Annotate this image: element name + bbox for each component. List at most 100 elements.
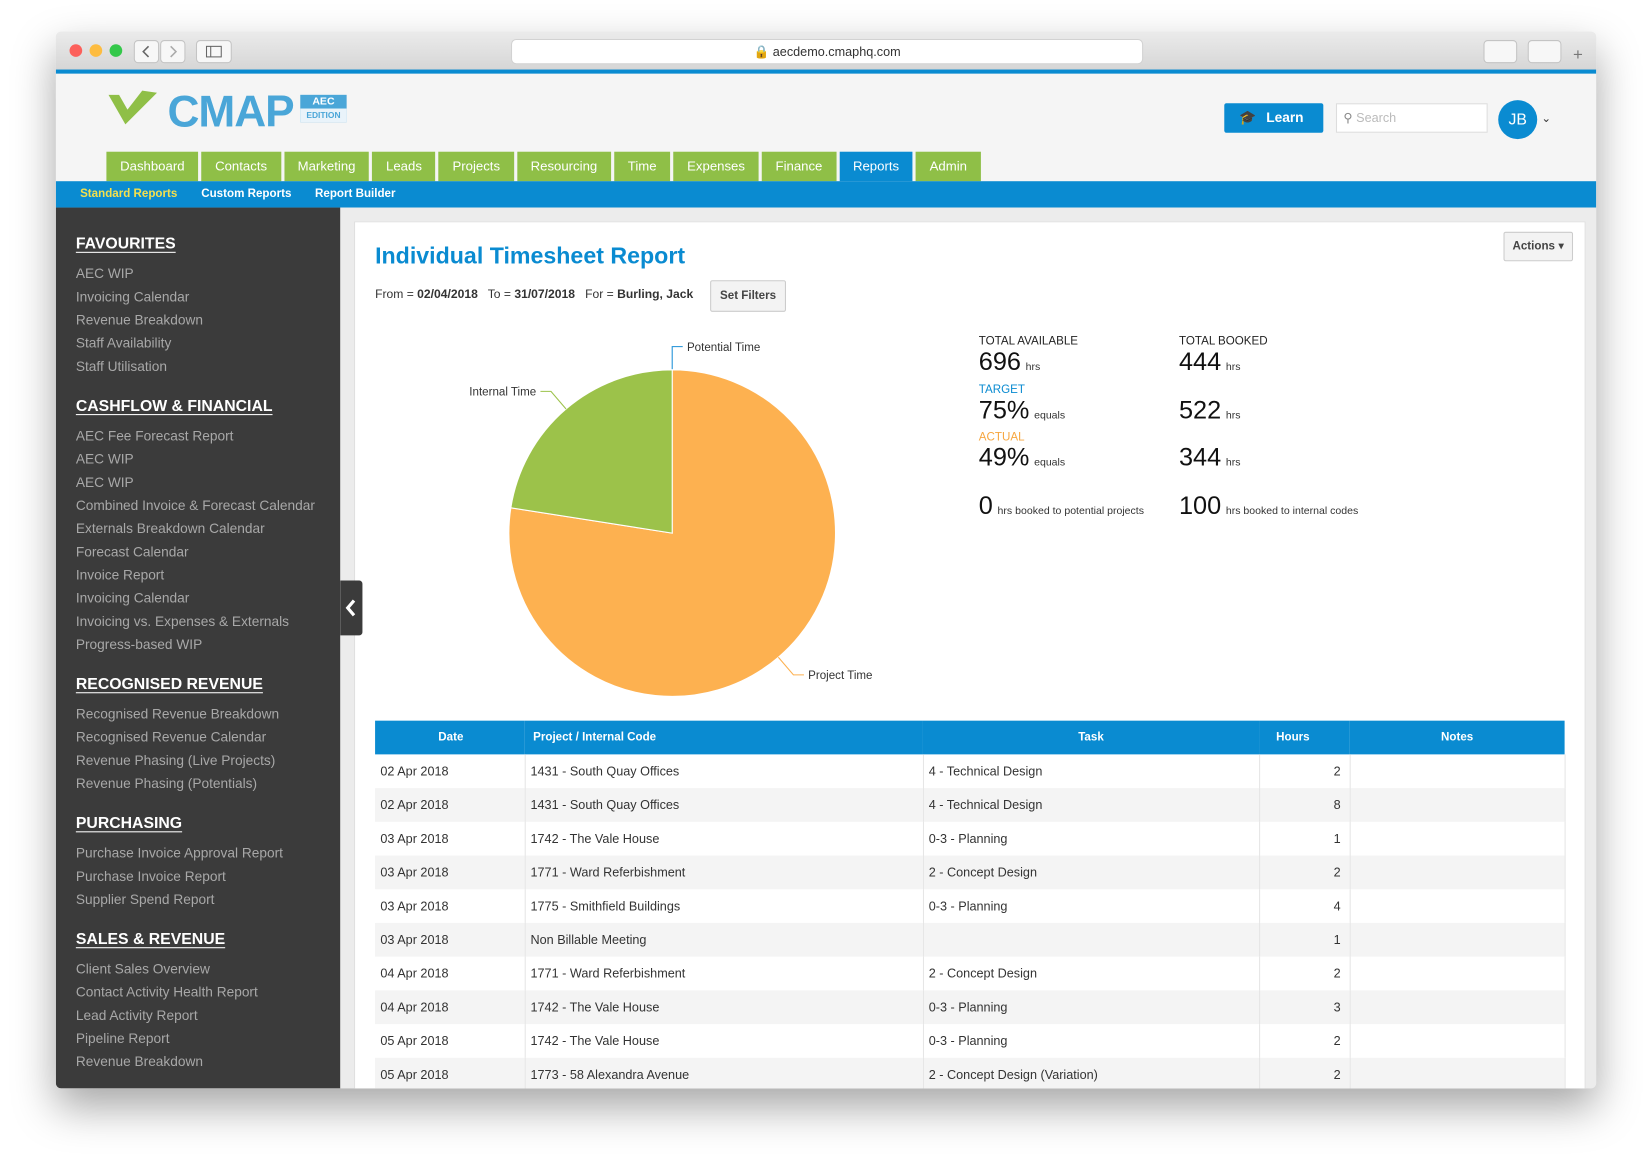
table-cell: 2 bbox=[1259, 855, 1351, 890]
collapse-icon bbox=[345, 599, 356, 617]
nav-tab[interactable]: Leads bbox=[372, 151, 436, 182]
zoom-button[interactable] bbox=[109, 44, 123, 57]
sidebar-button[interactable] bbox=[195, 40, 232, 64]
sidebar-link[interactable]: Recognised Revenue Breakdown bbox=[75, 705, 280, 722]
stat-label: TOTAL AVAILABLE bbox=[978, 335, 1078, 348]
sidebar-link[interactable]: Staff Availability bbox=[75, 335, 172, 351]
sub-nav-item[interactable]: Report Builder bbox=[315, 187, 396, 201]
search-placeholder: Search bbox=[1356, 110, 1397, 126]
sidebar-link[interactable]: Pipeline Report bbox=[75, 1030, 170, 1047]
sidebar-link[interactable]: Revenue Breakdown bbox=[75, 1053, 204, 1070]
avatar[interactable]: JB bbox=[1498, 100, 1538, 140]
table-cell bbox=[1349, 788, 1566, 822]
back-button[interactable] bbox=[133, 40, 160, 64]
learn-button[interactable]: 🎓 Learn bbox=[1224, 103, 1324, 133]
table-cell: 3 bbox=[1259, 990, 1351, 1025]
learn-icon: 🎓 bbox=[1239, 109, 1257, 126]
sidebar-link[interactable]: AEC Fee Forecast Report bbox=[75, 427, 234, 444]
table-cell bbox=[1349, 956, 1566, 991]
nav-tab[interactable]: Admin bbox=[915, 151, 981, 182]
to-value: 31/07/2018 bbox=[514, 288, 575, 302]
stat: 49% equals bbox=[979, 444, 1065, 474]
sidebar-link[interactable]: AEC WIP bbox=[75, 474, 134, 490]
sidebar-link[interactable]: Purchase Invoice Approval Report bbox=[75, 844, 283, 861]
actions-button[interactable]: Actions ▾ bbox=[1503, 231, 1574, 262]
nav-tab[interactable]: Resourcing bbox=[516, 151, 611, 182]
minimize-button[interactable] bbox=[89, 44, 103, 57]
search-box[interactable]: ⚲ Search bbox=[1335, 103, 1488, 133]
sidebar-link[interactable]: Invoicing Calendar bbox=[75, 590, 190, 606]
sidebar-link[interactable]: Contact Activity Health Report bbox=[75, 984, 258, 1000]
table-cell: 1742 - The Vale House bbox=[524, 821, 924, 856]
sidebar-link[interactable]: Revenue Phasing (Potentials) bbox=[75, 775, 258, 792]
table-cell: 1 bbox=[1259, 922, 1351, 957]
sidebar-link[interactable]: Recognised Revenue Calendar bbox=[75, 729, 267, 745]
avatar-caret[interactable]: ⌄ bbox=[1541, 112, 1552, 126]
set-filters-button[interactable]: Set Filters bbox=[710, 280, 786, 312]
sidebar-link[interactable]: Externals Breakdown Calendar bbox=[75, 520, 265, 537]
table-header: Date Project / Internal Code Task Hours Note… bbox=[375, 720, 1565, 755]
nav-tab[interactable]: Reports bbox=[839, 151, 913, 182]
sidebar-link[interactable]: Revenue Breakdown bbox=[75, 311, 204, 328]
slice-label: Project Time bbox=[808, 670, 872, 682]
stat-value: 75% bbox=[978, 396, 1030, 425]
sidebar-link[interactable]: Client Sales Overview bbox=[75, 960, 210, 977]
sub-nav-item[interactable]: Custom Reports bbox=[201, 187, 292, 201]
tabs-button[interactable] bbox=[1527, 40, 1562, 64]
sidebar-link[interactable]: Staff Utilisation bbox=[75, 358, 167, 375]
table-row: 05 Apr 2018 1742 - The Vale House 0-3 - Pl… bbox=[375, 1024, 1566, 1058]
table-cell: 03 Apr 2018 bbox=[375, 855, 526, 890]
sidebar-link[interactable]: AEC WIP bbox=[75, 265, 134, 282]
table-cell: 2 bbox=[1259, 1024, 1351, 1058]
sidebar-link[interactable]: Lead Activity Report bbox=[75, 1007, 198, 1024]
table-body: 02 Apr 2018 1431 - South Quay Offices 4 - … bbox=[375, 754, 1566, 1089]
stat-value: 100 bbox=[1178, 492, 1222, 521]
nav-tab[interactable]: Time bbox=[614, 151, 671, 182]
table-cell: 05 Apr 2018 bbox=[375, 1057, 526, 1089]
stat: 100 hrs booked to internal codes bbox=[1179, 492, 1358, 522]
sidebar-link[interactable]: Progress-based WIP bbox=[75, 636, 203, 653]
sidebar-link[interactable]: Supplier Spend Report bbox=[75, 891, 215, 908]
nav-tab[interactable]: Projects bbox=[438, 151, 514, 182]
sidebar-link[interactable]: Revenue Phasing (Live Projects) bbox=[75, 752, 276, 769]
column-header: Date bbox=[375, 720, 525, 755]
stat-label: ACTUAL bbox=[978, 430, 1025, 444]
table-cell bbox=[1349, 1024, 1566, 1058]
stat: 344 hrs bbox=[1179, 444, 1241, 474]
nav-tab[interactable]: Finance bbox=[761, 151, 837, 182]
sub-nav: Standard Reports Custom Reports Report Bui… bbox=[55, 181, 1597, 208]
table-cell: 0-3 - Planning bbox=[922, 889, 1260, 923]
table-row: 02 Apr 2018 1431 - South Quay Offices 4 - … bbox=[375, 788, 1566, 822]
sidebar-link[interactable]: Combined Invoice & Forecast Calendar bbox=[75, 497, 315, 514]
table-cell: 2 - Concept Design bbox=[922, 956, 1260, 991]
lock-icon: 🔒 bbox=[753, 44, 770, 60]
address-bar[interactable]: 🔒 aecdemo.cmaphq.com bbox=[510, 38, 1144, 65]
sub-nav-item[interactable]: Standard Reports bbox=[80, 187, 178, 201]
nav-tab[interactable]: Expenses bbox=[673, 151, 759, 182]
stat-unit: equals bbox=[1034, 457, 1066, 469]
label-connector bbox=[540, 390, 567, 410]
browser-window: 🔒 aecdemo.cmaphq.com + CMAP AEC EDITION 🎓… bbox=[55, 31, 1597, 1089]
sidebar-link[interactable]: AEC WIP bbox=[75, 450, 134, 467]
forward-button[interactable] bbox=[160, 40, 186, 64]
sidebar-link[interactable]: Invoicing vs. Expenses & Externals bbox=[75, 613, 290, 629]
share-button[interactable] bbox=[1483, 40, 1518, 64]
stat: 522 hrs bbox=[1179, 396, 1241, 426]
nav-tab[interactable]: Dashboard bbox=[106, 151, 199, 182]
table-cell: 1742 - The Vale House bbox=[524, 1024, 924, 1058]
sidebar-link[interactable]: Forecast Calendar bbox=[75, 543, 189, 560]
search-icon: ⚲ bbox=[1343, 110, 1353, 126]
collapse-sidebar[interactable] bbox=[340, 580, 363, 636]
sidebar-link[interactable]: Purchase Invoice Report bbox=[75, 868, 226, 884]
table-cell: 0-3 - Planning bbox=[922, 1024, 1260, 1058]
label-connector bbox=[671, 346, 683, 370]
logo-icon bbox=[108, 90, 157, 125]
edition-badge: AEC EDITION bbox=[300, 94, 347, 123]
nav-tab[interactable]: Contacts bbox=[201, 151, 281, 182]
new-tab-button[interactable]: + bbox=[1573, 46, 1583, 65]
close-button[interactable] bbox=[69, 44, 83, 57]
nav-tab[interactable]: Marketing bbox=[283, 151, 370, 182]
sidebar-link[interactable]: Invoicing Calendar bbox=[75, 288, 190, 305]
sidebar-link[interactable]: Invoice Report bbox=[75, 566, 165, 583]
